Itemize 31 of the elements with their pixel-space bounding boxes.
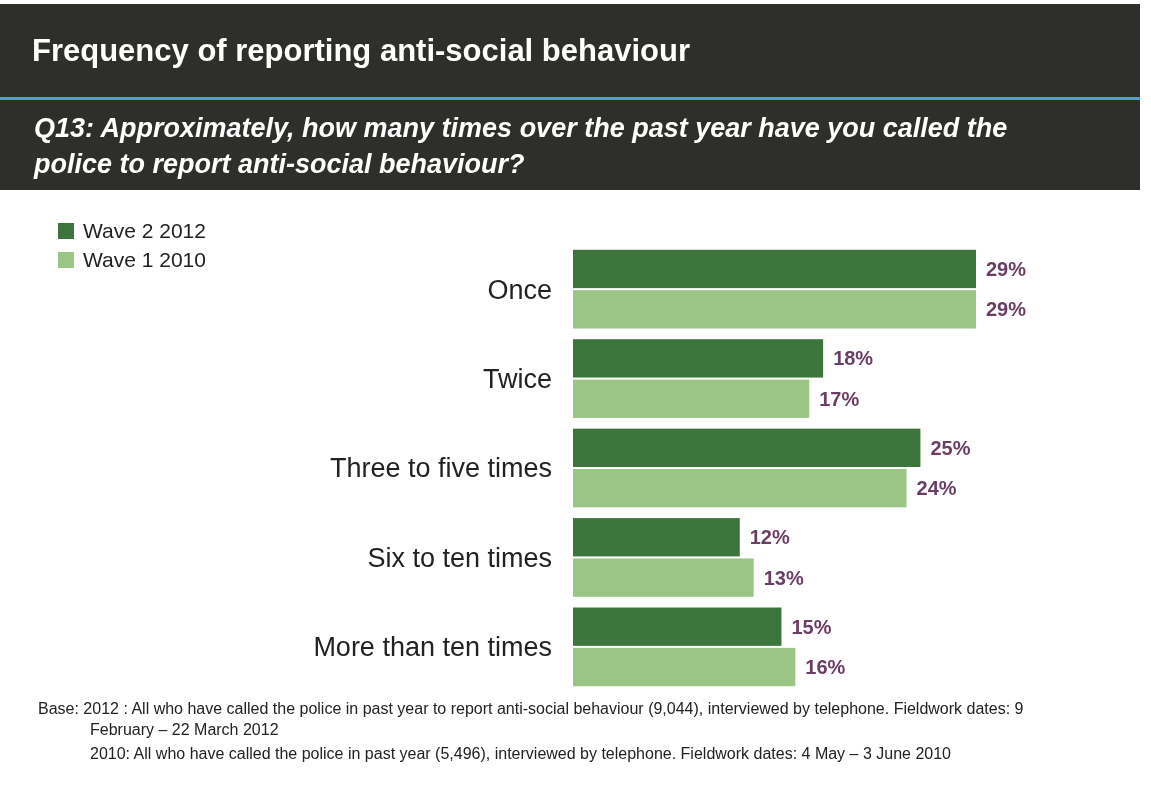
- bar: [573, 469, 907, 508]
- data-label: 17%: [819, 387, 860, 410]
- bar: [573, 647, 796, 687]
- bar: [573, 339, 824, 378]
- bar: [573, 607, 782, 646]
- data-label: 25%: [930, 436, 971, 459]
- data-label: 24%: [916, 477, 957, 500]
- text: 2010: All who have called the police in past year (5,496), interviewed by telephone. Fieldwork dates: 4 May – 3 June 2010: [89, 744, 952, 764]
- y-tick-label: Twice: [482, 364, 552, 395]
- bar: [573, 249, 976, 289]
- data-label: 18%: [833, 347, 874, 370]
- chart-subtitle: Q13: Approximately, how many times over the past year have you called the police to report anti-social behaviour?: [0, 100, 1140, 190]
- data-label: 29%: [986, 257, 1027, 280]
- y-tick-label: Six to ten times: [367, 542, 552, 573]
- bar: [573, 290, 976, 329]
- data-label: 16%: [805, 656, 846, 679]
- bar: [573, 379, 810, 418]
- data-label: 15%: [791, 615, 832, 638]
- legend-label: Wave 2 2012: [83, 219, 206, 243]
- data-label: 13%: [763, 566, 804, 589]
- data-label: 29%: [986, 298, 1027, 321]
- bar: [573, 518, 740, 557]
- y-tick-label: Once: [487, 274, 552, 305]
- y-tick-label: More than ten times: [313, 632, 552, 663]
- legend-label: Wave 1 2010: [83, 248, 206, 272]
- y-tick-label: Three to five times: [329, 453, 552, 484]
- data-label: 12%: [749, 526, 790, 549]
- chart-title: Frequency of reporting anti-social behaviour: [0, 4, 1140, 97]
- text: Base: 2012 : All who have called the police in past year to report anti-social behaviour (9,044), interviewed by telephone. Fieldwork dates: 9 February – 22 March 2012: [38, 699, 1025, 740]
- bar: [573, 558, 754, 597]
- bar: [573, 428, 921, 467]
